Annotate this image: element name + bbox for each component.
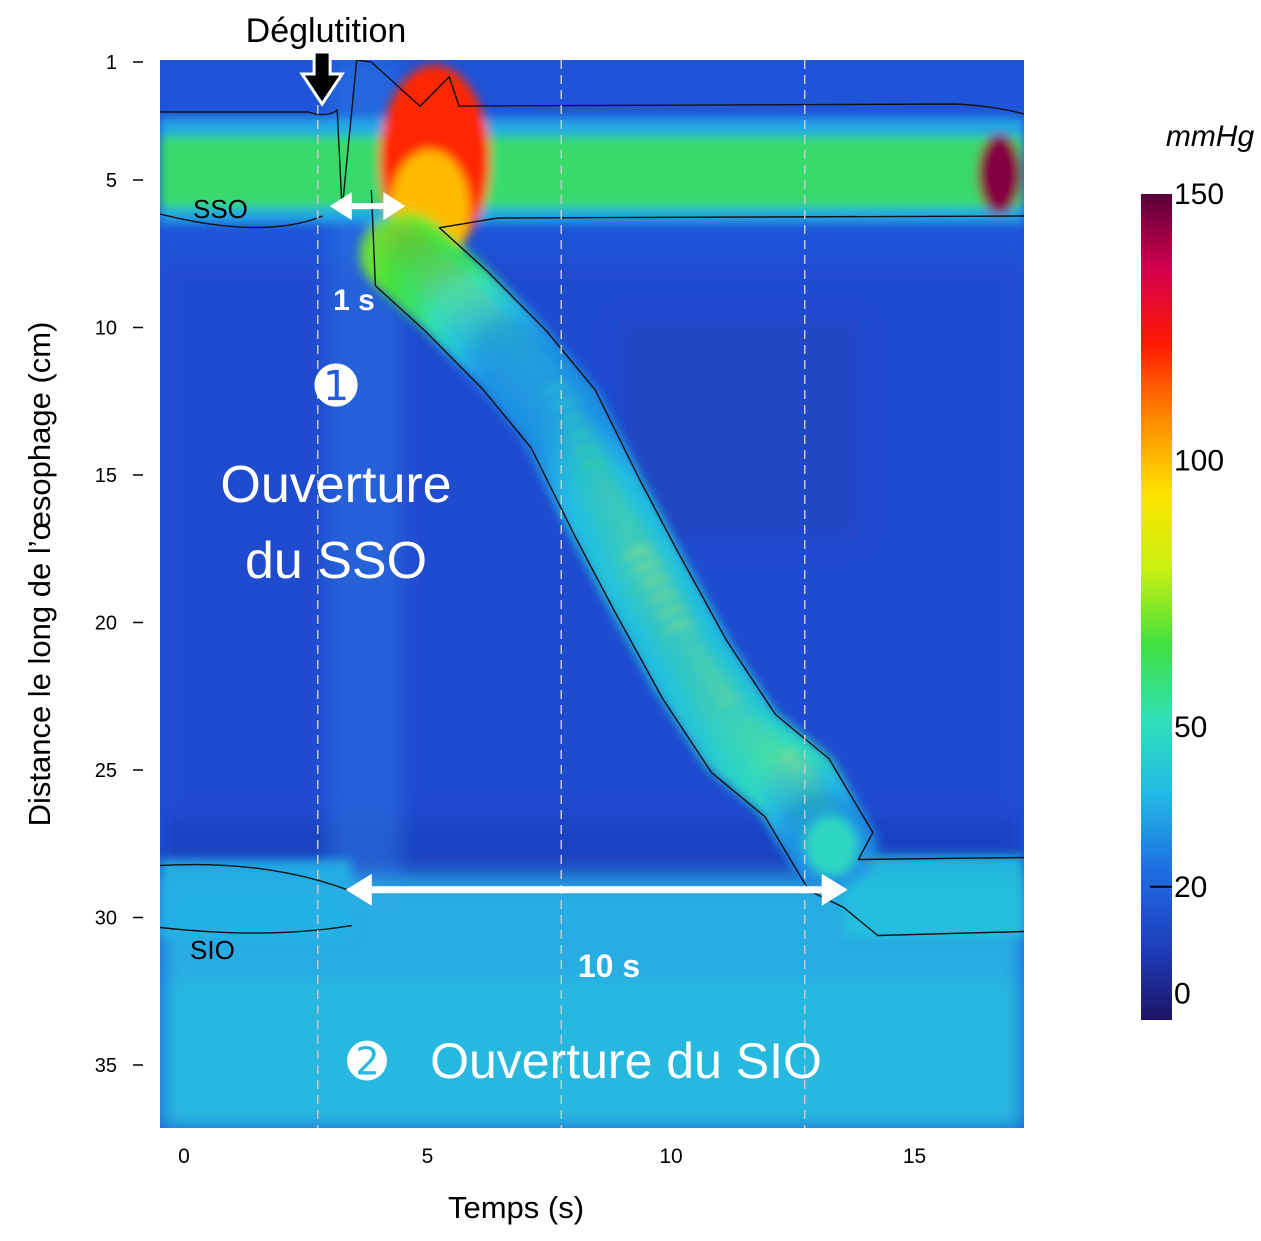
step-1-text-line1: Ouverture xyxy=(220,456,451,514)
y-tick-label: 25 xyxy=(95,760,117,782)
step-1-number: ➊ xyxy=(314,358,358,416)
x-axis-label: Temps (s) xyxy=(448,1190,584,1225)
contour-sso-bottom-after xyxy=(497,215,1024,219)
colorbar-tick-label: 0 xyxy=(1174,977,1191,1010)
region-label-sso: SSO xyxy=(193,194,248,224)
step-2-text: Ouverture du SIO xyxy=(430,1033,822,1089)
chart-title: Déglutition xyxy=(246,12,407,50)
contour-sso-top xyxy=(160,60,1024,211)
interval-2-arrow-head-right xyxy=(821,873,848,906)
sso-band-core xyxy=(160,136,1024,208)
y-tick-label: 35 xyxy=(95,1055,117,1077)
x-tick-label: 5 xyxy=(422,1145,434,1168)
y-tick-label: 30 xyxy=(95,908,117,930)
y-tick-label: 10 xyxy=(95,318,117,340)
colorbar-tick-label: 20 xyxy=(1174,871,1207,904)
isobar-contours xyxy=(160,60,1024,937)
sio-band-before xyxy=(160,859,352,940)
interval-1-label: 1 s xyxy=(333,284,375,317)
interval-1-arrow-head-left xyxy=(329,192,352,221)
heatmap-pressure-blobs xyxy=(160,65,1024,940)
sso-peak-late xyxy=(977,134,1022,214)
y-tick-label: 20 xyxy=(95,613,117,635)
swallow-arrow-shape xyxy=(299,50,345,107)
x-tick-label: 0 xyxy=(178,1145,190,1168)
heatmap-plot-area xyxy=(160,60,1024,1128)
contour-front-upper xyxy=(438,217,1024,861)
step-1-text-line2: du SSO xyxy=(245,532,427,590)
colorbar-tick-label: 100 xyxy=(1174,444,1224,477)
colorbar-tick-label: 150 xyxy=(1174,178,1224,211)
interval-2-label: 10 s xyxy=(578,948,640,984)
region-label-sio: SIO xyxy=(190,935,235,965)
y-tick-label: 1 xyxy=(106,52,117,74)
colorbar-ticks: 0 20 50 100 150 xyxy=(1150,178,1224,1010)
reference-lines xyxy=(317,60,806,1128)
swallow-arrow-icon xyxy=(299,50,345,107)
colorbar-unit-label: mmHg xyxy=(1166,120,1255,153)
contour-front-lower xyxy=(370,189,1024,937)
colorbar-tick-label: 50 xyxy=(1174,711,1207,744)
x-axis: 0 5 10 15 xyxy=(178,1145,926,1168)
y-tick-label: 15 xyxy=(95,465,117,487)
contour-sio-top-before xyxy=(160,863,353,893)
colorbar xyxy=(1141,194,1172,1020)
sio-band-after xyxy=(843,855,1024,938)
x-tick-label: 10 xyxy=(659,1145,682,1168)
step-2-number: ➋ xyxy=(347,1036,388,1089)
interval-2-arrow-head-left xyxy=(345,873,372,906)
y-axis-label: Distance le long de l’œsophage (cm) xyxy=(22,322,57,827)
y-tick-label: 5 xyxy=(106,170,117,192)
interval-1-arrow-head-right xyxy=(383,192,406,221)
contour-sio-bottom-before xyxy=(160,924,352,934)
front-core xyxy=(805,816,858,877)
x-tick-label: 15 xyxy=(903,1145,926,1168)
contour-sso-bottom-before xyxy=(160,213,323,229)
interval-arrows xyxy=(329,192,848,906)
